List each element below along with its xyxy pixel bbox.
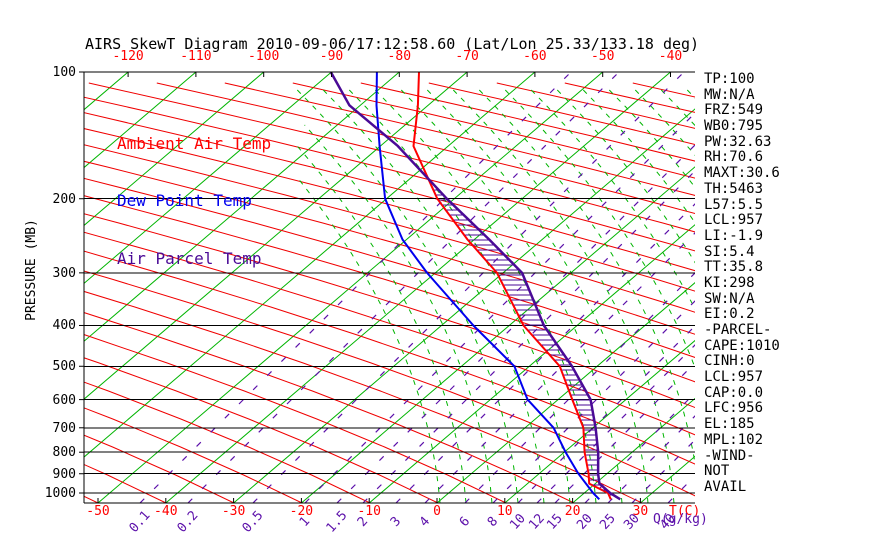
pressure-tick-label: 1000 xyxy=(44,486,76,501)
top-temp-label: -70 xyxy=(455,49,479,64)
bottom-temp-label: -10 xyxy=(357,504,381,519)
stat-line: CINH:0 xyxy=(704,353,755,370)
stat-line: NOT xyxy=(704,463,730,480)
bottom-temp-label: -20 xyxy=(289,504,314,519)
top-temp-label: -120 xyxy=(112,49,144,64)
top-temp-label: -110 xyxy=(180,49,212,64)
pressure-tick-label: 800 xyxy=(52,445,76,461)
bottom-temp-label: -40 xyxy=(154,504,178,519)
pressure-tick-label: 700 xyxy=(52,420,76,436)
stat-line: LCL:957 xyxy=(704,212,764,229)
bottom-temp-label: 20 xyxy=(564,504,581,519)
stat-line: LI:-1.9 xyxy=(704,227,764,244)
pressure-tick-label: 600 xyxy=(52,392,76,408)
top-temp-label: -80 xyxy=(387,49,412,64)
top-temp-label: -50 xyxy=(590,49,615,64)
stat-line: WB0:795 xyxy=(704,118,764,135)
stat-line: CAP:0.0 xyxy=(704,384,764,401)
mixing-ratio-unit-label: Q(g/kg) xyxy=(653,512,708,527)
legend-air-parcel-temp: Air Parcel Temp xyxy=(117,248,262,268)
pressure-tick-label: 200 xyxy=(52,191,76,207)
stat-line: TH:5463 xyxy=(704,180,764,197)
stat-line: LFC:956 xyxy=(704,400,764,417)
sounding-stats-panel: TP:100 MW:N/A FRZ:549 WB0:795 PW:32.63 RH:70.… xyxy=(704,71,780,496)
pressure-tick-label: 900 xyxy=(52,466,76,482)
bottom-temp-label: -50 xyxy=(86,504,110,519)
stat-line: L57:5.5 xyxy=(704,196,764,213)
pressure-tick-label: 500 xyxy=(52,359,76,375)
stat-line: MPL:102 xyxy=(704,431,764,448)
pressure-tick-label: 400 xyxy=(52,318,76,334)
stat-line: KI:298 xyxy=(704,274,755,291)
legend-dew-point-temp: Dew Point Temp xyxy=(117,191,252,211)
stat-line: PW:32.63 xyxy=(704,133,772,150)
stat-line: SW:N/A xyxy=(704,290,755,307)
stat-line: LCL:957 xyxy=(704,369,764,386)
stat-line: MW:N/A xyxy=(704,86,755,103)
legend: Ambient Air Temp Dew Point Temp Air Parc… xyxy=(117,100,271,307)
temp-unit-label: T(C) xyxy=(669,504,701,519)
chart-title: AIRS SkewT Diagram 2010-09-06/17:12:58.6… xyxy=(85,35,700,53)
stat-line: RH:70.6 xyxy=(704,149,764,166)
stat-line: EL:185 xyxy=(704,416,755,433)
pressure-tick-label: 300 xyxy=(52,265,76,281)
top-temp-label: -40 xyxy=(658,49,683,64)
bottom-temp-label: -30 xyxy=(221,504,246,519)
stat-line: EI:0.2 xyxy=(704,306,755,323)
top-temp-label: -90 xyxy=(319,49,344,64)
stat-line: -PARCEL- xyxy=(704,322,772,338)
stat-line: FRZ:549 xyxy=(704,102,764,119)
bottom-temp-label: 0 xyxy=(433,504,441,519)
bottom-temp-label: 30 xyxy=(632,504,649,519)
stat-line: CAPE:1010 xyxy=(704,337,780,354)
stat-line: AVAIL xyxy=(704,478,747,495)
top-temp-label: -100 xyxy=(248,49,280,64)
bottom-temp-label: 10 xyxy=(496,504,513,519)
stat-line: MAXT:30.6 xyxy=(704,165,780,182)
legend-ambient-air-temp: Ambient Air Temp xyxy=(117,134,272,154)
stat-line: TT:35.8 xyxy=(704,259,764,276)
stat-line: -WIND- xyxy=(704,447,755,464)
pressure-tick-label: 100 xyxy=(52,65,76,80)
stat-line: TP:100 xyxy=(704,71,755,87)
stat-line: SI:5.4 xyxy=(704,243,755,260)
top-temp-label: -60 xyxy=(523,49,547,64)
